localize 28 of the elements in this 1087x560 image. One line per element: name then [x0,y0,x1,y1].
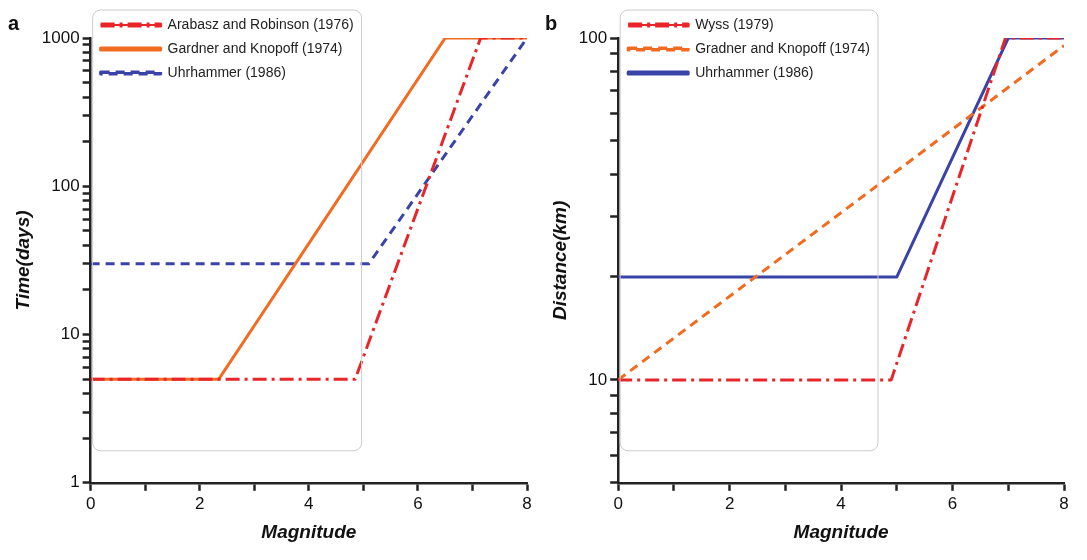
y-axis-title: Time(days) [11,210,33,311]
x-tick-label: 2 [194,493,205,513]
chart-title: a [8,11,20,34]
y-tick-label: 1000 [41,27,80,47]
x-tick-label: 0 [85,493,96,513]
legend-label: Uhrhammer (1986) [167,63,286,80]
x-axis-title: Magnitude [261,520,357,542]
legend-label: Arabasz and Robinson (1976) [167,15,354,32]
y-tick-label: 10 [588,369,608,389]
legend-label: Gardner and Knopoff (1974) [167,39,343,56]
chart-title: b [545,11,558,34]
x-tick-label: 8 [522,493,532,513]
y-axis-title: Distance(km) [548,200,570,321]
x-tick-label: 2 [724,493,735,513]
y-tick-label: 100 [51,175,80,195]
x-tick-label: 0 [613,493,623,513]
legend-label: Uhrhammer (1986) [695,63,814,80]
x-tick-label: 4 [304,493,314,513]
y-tick-label: 10 [60,324,80,344]
x-tick-label: 6 [947,493,958,513]
y-tick-label: 100 [578,27,608,47]
x-tick-label: 6 [413,493,423,513]
x-axis-title: Magnitude [793,520,890,542]
legend-label: Wyss (1979) [695,15,774,32]
x-tick-label: 4 [836,493,846,513]
legend-label: Gradner and Knopoff (1974) [695,39,871,56]
y-tick-label: 1 [70,472,80,492]
x-tick-label: 8 [1059,493,1069,513]
